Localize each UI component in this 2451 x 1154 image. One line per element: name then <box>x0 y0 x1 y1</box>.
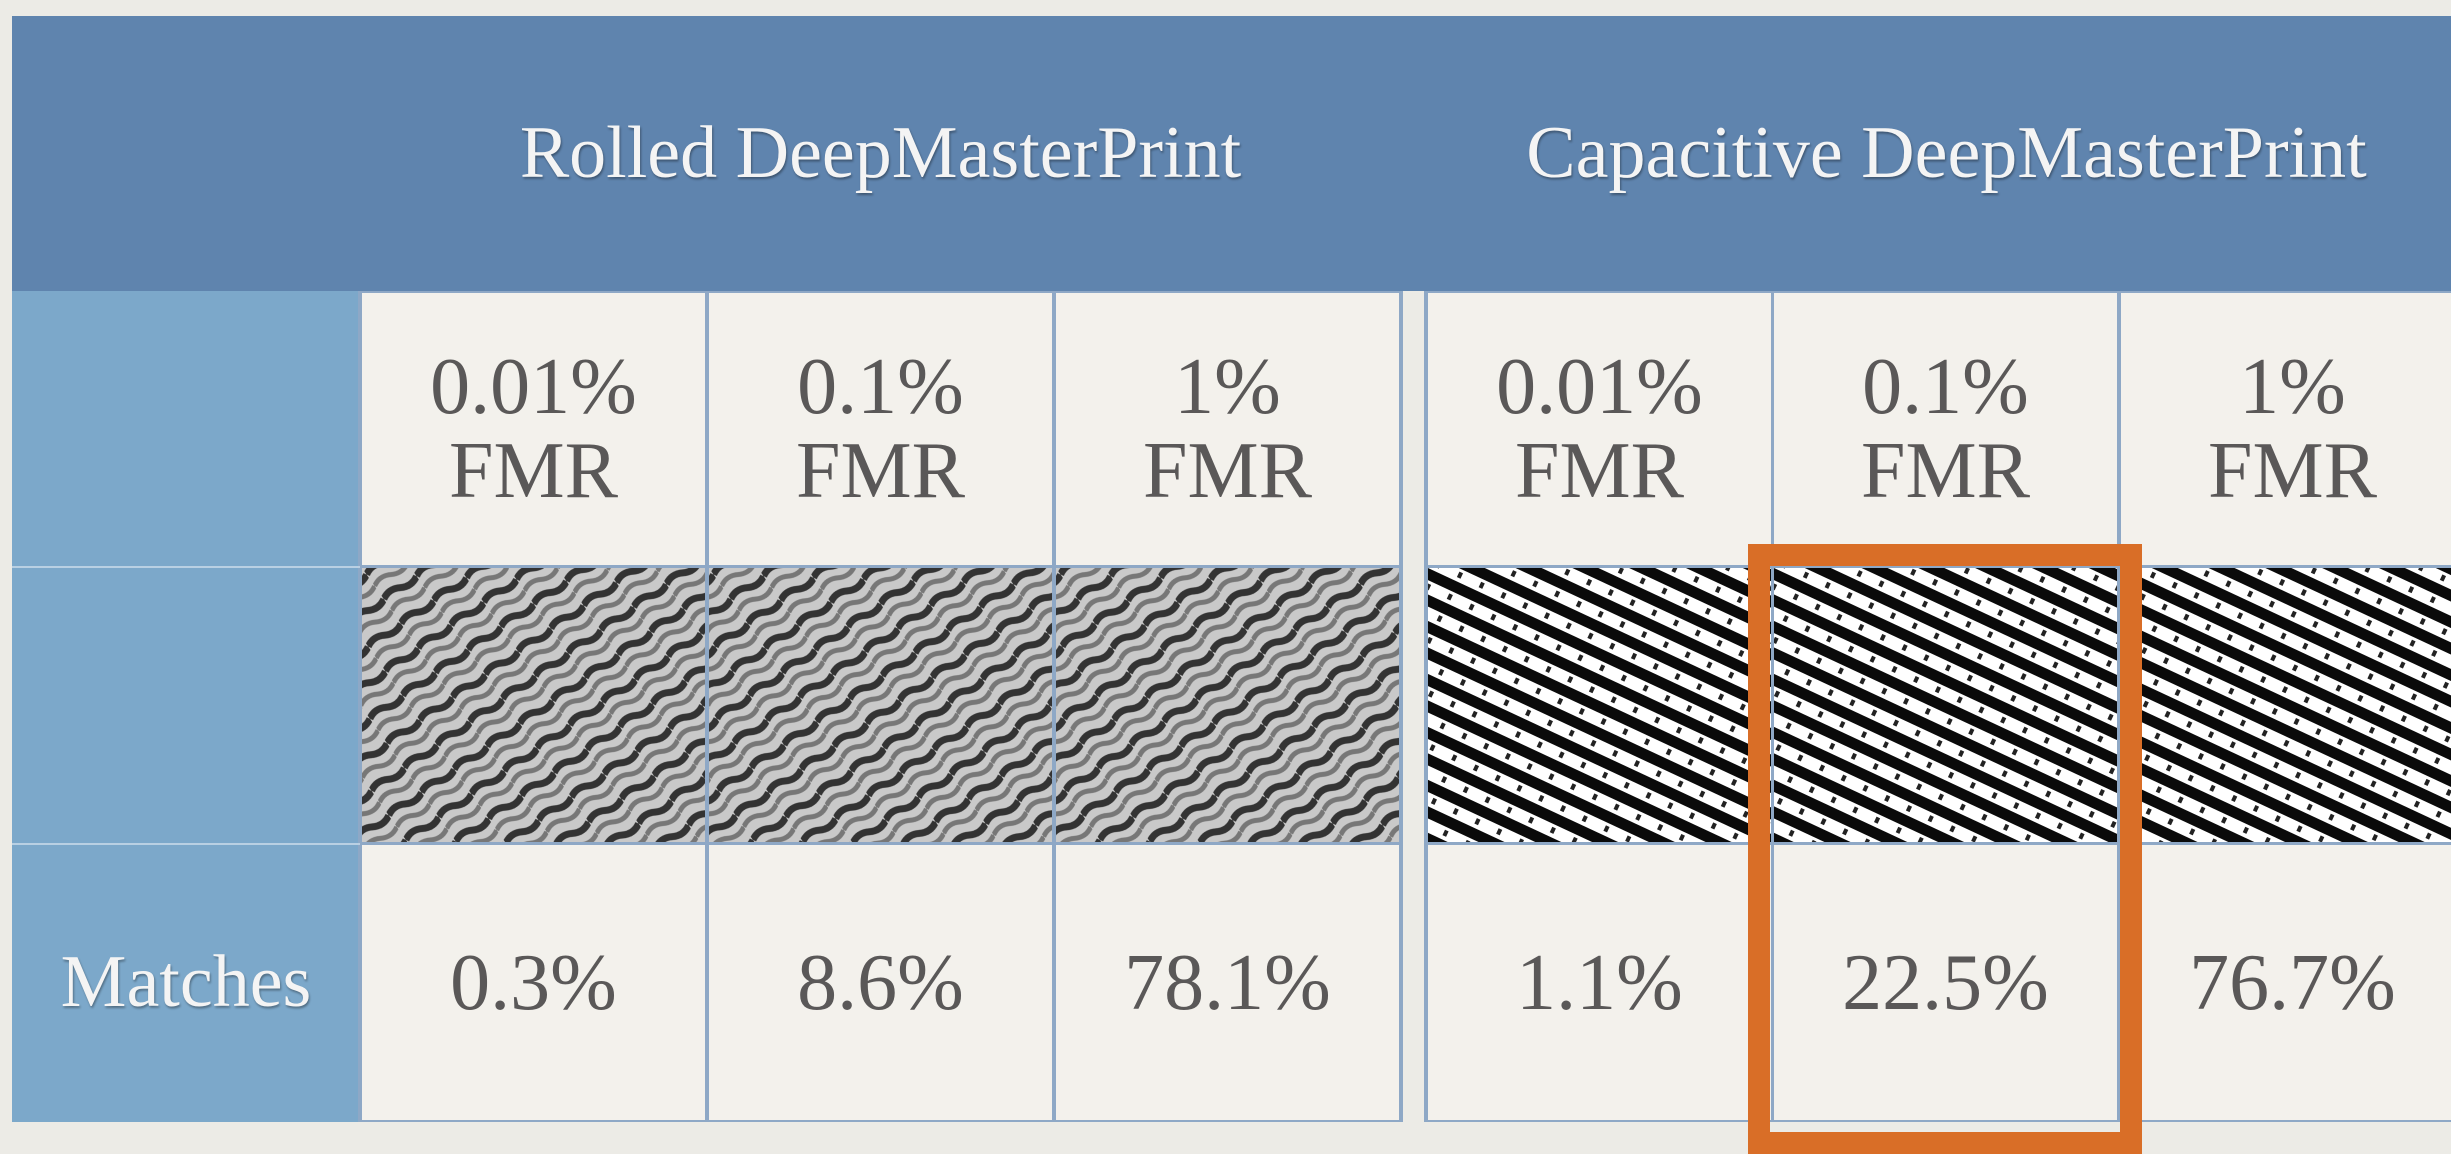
row-label: Matches <box>60 940 312 1023</box>
gap-column <box>1401 291 1426 1122</box>
label-column <box>12 291 360 1122</box>
fingerprint-image <box>2119 566 2451 844</box>
header-band <box>12 16 2451 291</box>
match-cell: 0.3% <box>360 843 707 1122</box>
fingerprint <box>1056 568 1399 842</box>
threshold-cell: 0.01% FMR <box>1426 291 1773 567</box>
group-header: Capacitive DeepMasterPrint <box>1526 112 2367 194</box>
fingerprint <box>362 568 705 842</box>
fingerprint-image <box>707 566 1054 844</box>
match-cell: 76.7% <box>2119 843 2451 1122</box>
row-divider <box>12 566 360 568</box>
threshold-cell: 0.1% FMR <box>707 291 1054 567</box>
fingerprint <box>2121 568 2451 842</box>
threshold-cell: 0.01% FMR <box>360 291 707 567</box>
group-header: Rolled DeepMasterPrint <box>519 112 1242 194</box>
fingerprint-image <box>1772 566 2119 844</box>
fingerprint-image <box>360 566 707 844</box>
fingerprint <box>709 568 1052 842</box>
fingerprint-image <box>1054 566 1401 844</box>
match-cell: 8.6% <box>707 843 1054 1122</box>
match-cell: 1.1% <box>1426 843 1773 1122</box>
threshold-cell: 0.1% FMR <box>1772 291 2119 567</box>
threshold-cell: 1% FMR <box>2119 291 2451 567</box>
highlight-box <box>1748 544 2142 1154</box>
match-cell: 78.1% <box>1054 843 1401 1122</box>
fingerprint-image <box>1426 566 1773 844</box>
fingerprint <box>1774 568 2117 842</box>
match-cell: 22.5% <box>1772 843 2119 1122</box>
threshold-cell: 1% FMR <box>1054 291 1401 567</box>
fingerprint <box>1428 568 1771 842</box>
row-divider <box>12 843 360 845</box>
